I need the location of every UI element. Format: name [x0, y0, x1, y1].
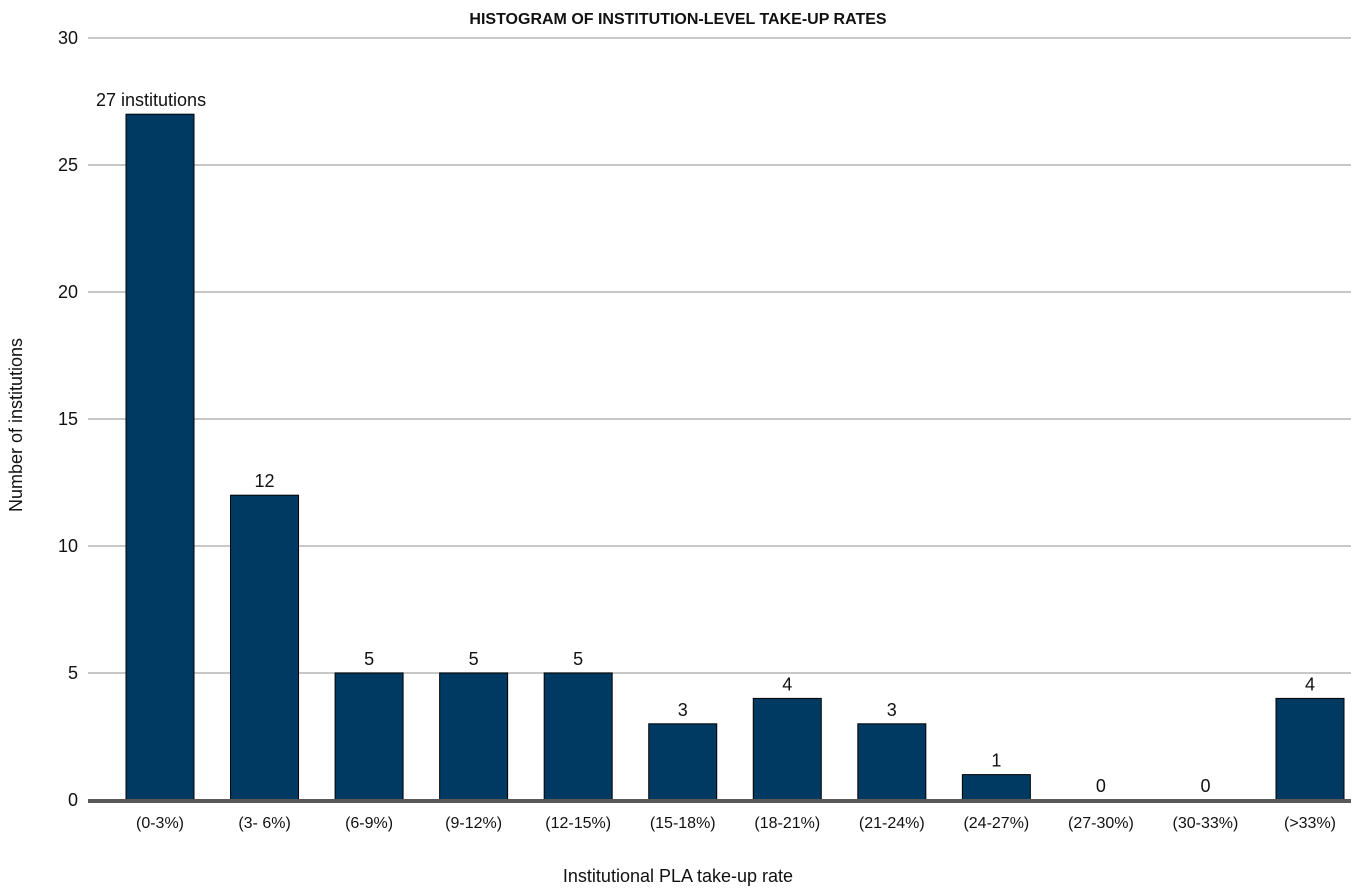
x-tick-label: (27-30%)	[1068, 815, 1134, 832]
y-tick-label: 15	[58, 409, 78, 429]
bar	[439, 672, 509, 801]
bar	[961, 774, 1031, 801]
x-tick-label: (0-3%)	[136, 815, 184, 832]
data-label: 0	[1200, 776, 1210, 796]
y-tick-label: 10	[58, 536, 78, 556]
x-tick-label: (24-27%)	[963, 815, 1029, 832]
data-label: 4	[1305, 674, 1315, 694]
data-label: 12	[255, 471, 275, 491]
bar	[857, 723, 927, 801]
data-label: 5	[573, 649, 583, 669]
y-tick-label: 0	[68, 790, 78, 810]
x-tick-label: (3- 6%)	[238, 815, 290, 832]
bar	[334, 672, 404, 801]
data-label: 0	[1096, 776, 1106, 796]
bar	[543, 672, 613, 801]
data-label: 5	[469, 649, 479, 669]
bar	[230, 494, 300, 801]
x-axis-title: Institutional PLA take-up rate	[563, 866, 793, 886]
x-tick-label: (18-21%)	[754, 815, 820, 832]
x-axis-categories: (0-3%) (3- 6%) (6-9%) (9-12%) (12-15%) (15-18…	[136, 815, 1336, 832]
bar	[752, 697, 822, 801]
bars	[125, 113, 1345, 801]
data-label: 27 institutions	[96, 90, 206, 110]
data-label: 4	[782, 674, 792, 694]
chart-title: HISTOGRAM OF INSTITUTION-LEVEL TAKE-UP R…	[469, 11, 887, 28]
bar	[648, 723, 718, 801]
y-axis-title: Number of institutions	[6, 338, 26, 512]
y-tick-label: 30	[58, 28, 78, 48]
x-tick-label: (>33%)	[1284, 815, 1336, 832]
x-tick-label: (15-18%)	[650, 815, 716, 832]
data-label: 3	[678, 700, 688, 720]
y-tick-label: 5	[68, 663, 78, 683]
data-label: 3	[887, 700, 897, 720]
x-tick-label: (30-33%)	[1173, 815, 1239, 832]
x-tick-label: (6-9%)	[345, 815, 393, 832]
data-label: 1	[991, 751, 1001, 771]
bar	[125, 113, 195, 801]
y-axis-ticks: 0 5 10 15 20 25 30	[58, 28, 78, 810]
y-tick-label: 25	[58, 155, 78, 175]
x-tick-label: (21-24%)	[859, 815, 925, 832]
y-tick-label: 20	[58, 282, 78, 302]
x-tick-label: (9-12%)	[445, 815, 502, 832]
x-tick-label: (12-15%)	[545, 815, 611, 832]
data-labels: 27 institutions 12 5 5 5 3 4 3 1 0 0 4	[96, 90, 1315, 796]
bar	[1275, 697, 1345, 801]
data-label: 5	[364, 649, 374, 669]
